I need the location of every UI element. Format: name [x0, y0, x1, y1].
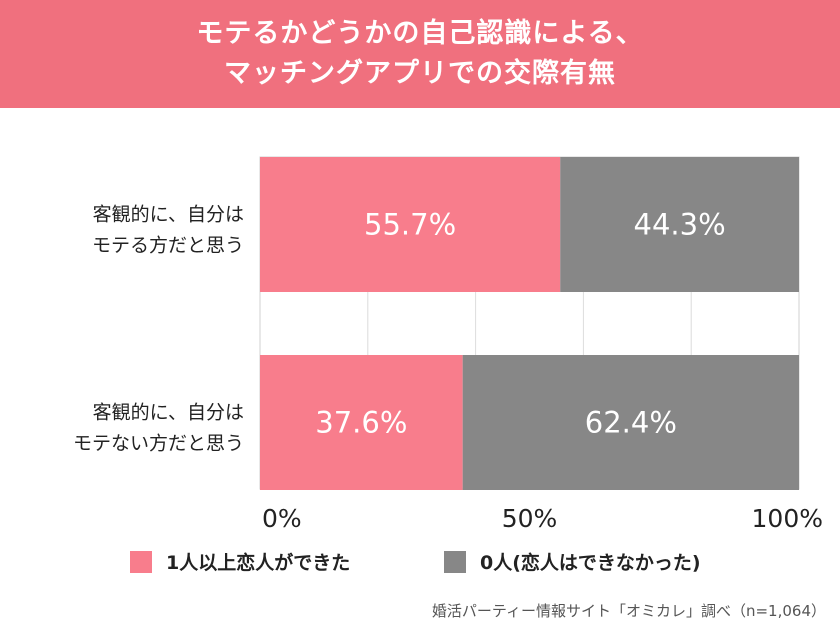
x-tick-label: 0%	[262, 504, 302, 533]
legend-swatch-no-partner	[444, 550, 466, 573]
x-tick-label: 50%	[502, 504, 558, 533]
bar-segment	[462, 355, 799, 490]
source-note: 婚活パーティー情報サイト「オミカレ」調べ（n=1,064）	[431, 602, 826, 620]
chart-title-line-2: マッチングアプリでの交際有無	[224, 58, 616, 89]
bar-segment	[260, 355, 463, 490]
legend-item-has-partner: 1人以上恋人ができた	[130, 548, 350, 575]
category-label: モテる方だと思う	[92, 235, 244, 257]
bar-value-label: 55.7%	[364, 208, 456, 242]
legend-label-no-partner: 0人(恋人はできなかった)	[480, 552, 701, 574]
legend-swatch-has-partner	[130, 550, 152, 573]
chart-title-line-1: モテるかどうかの自己認識による、	[196, 18, 644, 49]
legend-label-has-partner: 1人以上恋人ができた	[166, 552, 351, 574]
legend: 1人以上恋人ができた 0人(恋人はできなかった)	[0, 548, 840, 578]
category-label: モテない方だと思う	[73, 433, 244, 455]
bar-segment	[560, 157, 799, 292]
bar-segment	[260, 157, 561, 292]
title-banner: モテるかどうかの自己認識による、 マッチングアプリでの交際有無	[0, 0, 840, 108]
legend-item-no-partner: 0人(恋人はできなかった)	[444, 548, 701, 575]
bar-value-label: 44.3%	[634, 208, 726, 242]
category-label: 客観的に、自分は	[93, 204, 244, 226]
x-tick-label: 100%	[752, 504, 823, 533]
bar-value-label: 37.6%	[315, 406, 407, 440]
category-label: 客観的に、自分は	[93, 402, 244, 424]
bar-value-label: 62.4%	[585, 406, 677, 440]
